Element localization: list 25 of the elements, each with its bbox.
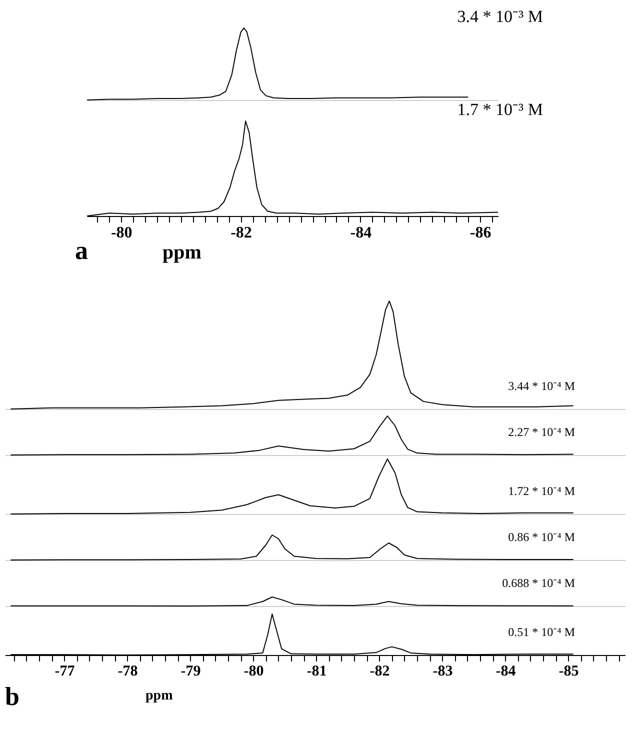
text: a [75, 236, 88, 265]
series-label: 0.51 * 10⁻⁴ M [508, 625, 576, 639]
text: 1.7 * 10⁻³ M [457, 100, 543, 119]
x-tick-label: -81 [306, 664, 327, 680]
series-label: 2.27 * 10⁻⁴ M [508, 425, 576, 439]
x-tick-label: -80 [244, 664, 264, 680]
series-label: 0.86 * 10⁻⁴ M [508, 530, 576, 544]
x-tick-label: -84 [350, 224, 372, 242]
x-axis-title: ppm [146, 688, 174, 704]
x-axis-title: ppm [162, 242, 202, 264]
series-label: 0.688 * 10⁻⁴ M [502, 576, 576, 590]
x-tick-label: -82 [370, 664, 390, 680]
series-label: 1.72 * 10⁻⁴ M [508, 484, 576, 498]
x-tick-label: -86 [470, 224, 492, 242]
x-tick-label: -83 [432, 664, 453, 680]
x-tick-label: -77 [54, 664, 76, 680]
x-tick-label: -80 [110, 224, 132, 242]
x-tick-label: -85 [558, 664, 579, 680]
x-tick-label: -79 [180, 664, 201, 680]
text: b [5, 682, 20, 711]
series-label: 3.44 * 10⁻⁴ M [508, 379, 576, 393]
x-tick-label: -78 [118, 664, 138, 680]
x-tick-label: -82 [230, 224, 252, 242]
text: 3.4 * 10⁻³ M [457, 7, 543, 26]
x-tick-label: -84 [496, 664, 516, 680]
